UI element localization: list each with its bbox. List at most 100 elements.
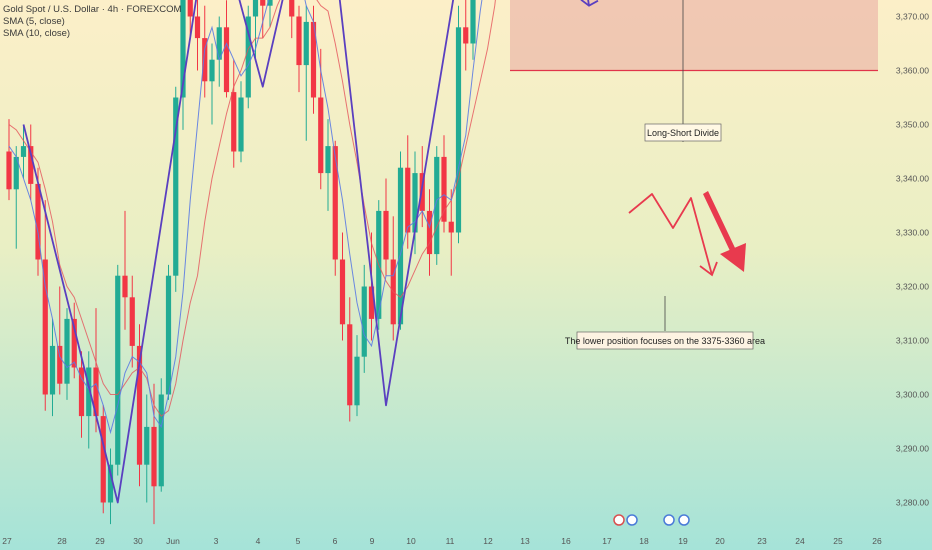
time-tick-label: 3 bbox=[214, 536, 219, 546]
candle-up bbox=[165, 275, 172, 395]
sma5-line bbox=[8, 0, 483, 435]
candle-up bbox=[267, 0, 273, 6]
time-tick-label: 26 bbox=[872, 536, 882, 546]
candle-down bbox=[448, 221, 454, 233]
zigzag-arrowhead bbox=[580, 0, 599, 7]
candle-down bbox=[310, 21, 317, 98]
candle-up bbox=[361, 286, 367, 357]
candle-up bbox=[412, 173, 418, 233]
price-tick-label: 3,370.00 bbox=[896, 12, 929, 22]
zone-label-box bbox=[576, 331, 754, 350]
time-tick-label: 25 bbox=[833, 536, 843, 546]
symbol-title[interactable]: Gold Spot / U.S. Dollar · 4h · FOREXCOM bbox=[3, 4, 182, 15]
candle-up bbox=[180, 0, 186, 98]
time-tick-label: 16 bbox=[561, 536, 571, 546]
time-tick-label: 29 bbox=[95, 536, 105, 546]
candle-down bbox=[405, 167, 411, 233]
price-tick-label: 3,290.00 bbox=[896, 444, 929, 454]
time-tick-label: 19 bbox=[678, 536, 688, 546]
price-tick-label: 3,360.00 bbox=[896, 66, 929, 76]
time-tick-label: 28 bbox=[57, 536, 67, 546]
candle-down bbox=[28, 146, 34, 184]
candle-down bbox=[383, 210, 389, 260]
candle-down bbox=[57, 345, 63, 384]
price-tick-label: 3,350.00 bbox=[896, 120, 929, 130]
price-tick-label: 3,320.00 bbox=[896, 282, 929, 292]
candle-down bbox=[419, 173, 425, 211]
candle-down bbox=[463, 27, 469, 44]
price-tick-label: 3,330.00 bbox=[896, 228, 929, 238]
time-tick-label: 18 bbox=[639, 536, 649, 546]
time-tick-label: 11 bbox=[446, 536, 455, 546]
candle-down bbox=[441, 156, 447, 222]
candle-up bbox=[209, 59, 215, 82]
sma10-legend[interactable]: SMA (10, close) bbox=[3, 28, 71, 39]
candle-down bbox=[426, 210, 433, 255]
candle-down bbox=[93, 367, 99, 417]
economic-event-icon bbox=[626, 514, 638, 526]
time-tick-label: 30 bbox=[133, 536, 143, 546]
candle-up bbox=[86, 367, 92, 417]
candle-down bbox=[35, 183, 41, 260]
candle-up bbox=[238, 97, 244, 152]
big-arrow-shaft bbox=[703, 191, 736, 253]
time-tick-label: 24 bbox=[795, 536, 805, 546]
candle-up bbox=[115, 275, 121, 465]
candle-down bbox=[100, 416, 106, 503]
time-tick-label: Jun bbox=[166, 536, 180, 546]
candle-down bbox=[332, 146, 338, 260]
candles[interactable] bbox=[6, 0, 569, 525]
candle-down bbox=[339, 259, 346, 325]
time-tick-label: 4 bbox=[256, 536, 261, 546]
candle-up bbox=[13, 156, 19, 190]
time-axis: 27 28 29 30 Jun 3 4 5 6 9 10 11 12 13 16 17 18 19 20 23 24 25… bbox=[2, 514, 882, 546]
candle-up bbox=[64, 318, 70, 384]
target-zone bbox=[510, 0, 878, 72]
time-tick-label: 13 bbox=[520, 536, 530, 546]
candle-down bbox=[368, 286, 375, 319]
candle-up bbox=[252, 0, 259, 17]
candle-down bbox=[231, 92, 237, 152]
zigzag-line bbox=[22, 0, 590, 504]
candle-up bbox=[470, 0, 476, 44]
economic-event-icon bbox=[663, 514, 675, 526]
candle-down bbox=[289, 0, 295, 17]
candle-down bbox=[42, 259, 48, 395]
candle-down bbox=[223, 27, 230, 93]
candle-down bbox=[187, 0, 193, 17]
projection-arrowhead bbox=[699, 261, 718, 277]
candle-down bbox=[129, 297, 135, 346]
sma10-line bbox=[8, 0, 496, 417]
candle-up bbox=[49, 345, 56, 395]
candle-up bbox=[354, 356, 360, 406]
candle-up bbox=[216, 27, 222, 60]
candle-down bbox=[194, 16, 201, 39]
candle-down bbox=[122, 275, 128, 298]
time-tick-label: 20 bbox=[715, 536, 725, 546]
candle-down bbox=[71, 318, 77, 368]
sma5-legend[interactable]: SMA (5, close) bbox=[3, 16, 65, 27]
target-zone-fill bbox=[510, 0, 878, 71]
candle-down bbox=[318, 97, 324, 174]
price-tick-label: 3,340.00 bbox=[896, 174, 929, 184]
time-tick-label: 9 bbox=[370, 536, 375, 546]
candle-down bbox=[136, 345, 143, 465]
price-tick-label: 3,300.00 bbox=[896, 390, 929, 400]
candle-up bbox=[173, 97, 179, 276]
divide-label: Long-Short Divide bbox=[647, 128, 719, 138]
zone-label: The lower position focuses on the 3375-3… bbox=[565, 336, 765, 346]
candle-up bbox=[158, 394, 164, 487]
candle-up bbox=[20, 146, 27, 157]
candle-up bbox=[303, 21, 309, 66]
time-tick-label: 17 bbox=[602, 536, 612, 546]
annotations: Long-Short Divide The lower position focu… bbox=[565, 0, 765, 350]
time-tick-label: 10 bbox=[406, 536, 416, 546]
candle-down bbox=[260, 0, 266, 6]
candle-down bbox=[347, 324, 353, 406]
price-tick-label: 3,310.00 bbox=[896, 336, 929, 346]
price-axis: 3,280.00 3,290.00 3,300.00 3,310.00 3,320.00… bbox=[896, 12, 929, 508]
candle-down bbox=[151, 426, 157, 487]
candle-up bbox=[455, 27, 462, 233]
time-tick-label: 23 bbox=[757, 536, 767, 546]
